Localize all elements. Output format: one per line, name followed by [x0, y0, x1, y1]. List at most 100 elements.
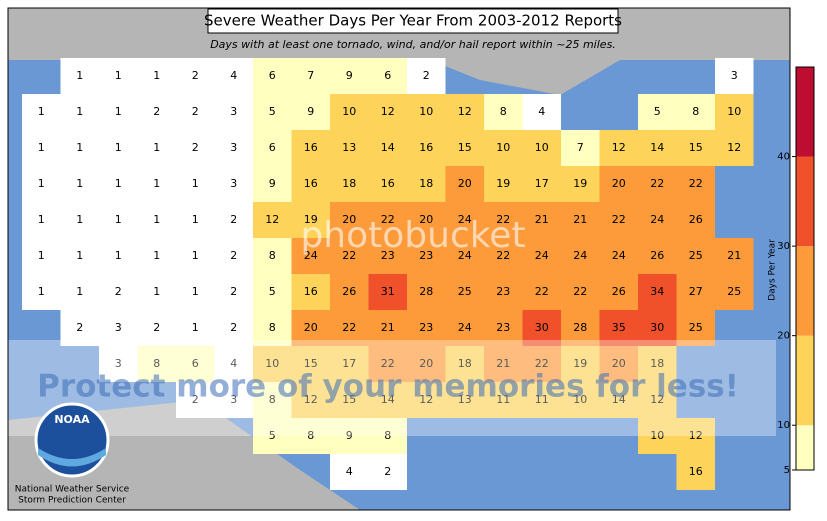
cell-value: 1	[76, 285, 83, 298]
colorbar-band	[796, 335, 814, 426]
cell-value: 3	[115, 357, 122, 370]
cell-value: 9	[269, 177, 276, 190]
cell-value: 1	[76, 105, 83, 118]
cell-value: 5	[269, 429, 276, 442]
cell	[561, 382, 600, 418]
cell	[253, 202, 292, 238]
cell	[214, 94, 253, 130]
cell-value: 8	[384, 429, 391, 442]
cell-value: 10	[265, 357, 279, 370]
cell	[253, 238, 292, 274]
cell	[176, 346, 215, 382]
cell	[368, 418, 407, 454]
cell	[407, 310, 446, 346]
cell-value: 15	[342, 393, 356, 406]
cell	[291, 94, 330, 130]
cell-value: 2	[230, 213, 237, 226]
cell	[445, 238, 484, 274]
cell-value: 26	[689, 213, 703, 226]
cell	[561, 202, 600, 238]
cell	[484, 202, 523, 238]
cell	[60, 130, 99, 166]
cell-value: 6	[269, 141, 276, 154]
cell-value: 11	[496, 393, 510, 406]
cell-value: 1	[192, 321, 199, 334]
cell-value: 28	[419, 285, 433, 298]
cell-value: 22	[342, 321, 356, 334]
colorbar-tick-label: 30	[777, 241, 790, 252]
cell	[330, 130, 369, 166]
cell-value: 9	[307, 105, 314, 118]
cell	[99, 94, 138, 130]
cell-value: 2	[230, 285, 237, 298]
cell-value: 9	[346, 429, 353, 442]
cell	[599, 274, 638, 310]
cell-value: 10	[419, 105, 433, 118]
cell-value: 23	[419, 249, 433, 262]
cell	[484, 130, 523, 166]
colorbar-tick-label: 40	[777, 152, 790, 163]
cell	[368, 58, 407, 94]
cell	[599, 238, 638, 274]
cell	[214, 58, 253, 94]
cell-value: 22	[381, 213, 395, 226]
cell	[60, 238, 99, 274]
cell	[368, 166, 407, 202]
cell	[176, 238, 215, 274]
cell-value: 1	[38, 213, 45, 226]
cell	[368, 130, 407, 166]
cell-value: 1	[115, 141, 122, 154]
cell-value: 4	[538, 105, 545, 118]
cell	[330, 454, 369, 490]
cell	[407, 238, 446, 274]
cell	[291, 202, 330, 238]
cell	[291, 310, 330, 346]
cell-value: 25	[689, 321, 703, 334]
cell-value: 1	[115, 69, 122, 82]
cell	[99, 274, 138, 310]
cell-value: 2	[384, 465, 391, 478]
cell-value: 1	[76, 249, 83, 262]
cell	[291, 238, 330, 274]
cell	[445, 130, 484, 166]
frame	[7, 7, 791, 511]
cell	[715, 58, 754, 94]
title-box	[207, 8, 619, 34]
cell-value: 14	[381, 393, 395, 406]
cell-value: 12	[689, 429, 703, 442]
cell	[60, 274, 99, 310]
cell-value: 12	[419, 393, 433, 406]
cell	[253, 58, 292, 94]
cell-value: 1	[192, 249, 199, 262]
cell-value: 18	[650, 357, 664, 370]
cell	[522, 130, 561, 166]
cell	[407, 346, 446, 382]
cell-value: 2	[76, 321, 83, 334]
cell	[561, 166, 600, 202]
cell	[522, 94, 561, 130]
cell-value: 7	[577, 141, 584, 154]
cell-value: 19	[573, 357, 587, 370]
cell	[561, 274, 600, 310]
cell	[137, 310, 176, 346]
cell-value: 10	[535, 141, 549, 154]
cell	[330, 166, 369, 202]
cell-value: 20	[304, 321, 318, 334]
cell	[407, 130, 446, 166]
noaa-logo-text: NOAA	[54, 413, 90, 426]
cell	[599, 346, 638, 382]
cell	[561, 130, 600, 166]
cell-value: 25	[458, 285, 472, 298]
cell-value: 1	[115, 177, 122, 190]
cell	[99, 310, 138, 346]
cell	[330, 238, 369, 274]
cell	[137, 202, 176, 238]
cell-value: 20	[342, 213, 356, 226]
cell-value: 24	[458, 213, 472, 226]
cell-value: 22	[535, 285, 549, 298]
cell	[291, 418, 330, 454]
cell-value: 1	[76, 141, 83, 154]
cell	[638, 274, 677, 310]
cell-value: 10	[727, 105, 741, 118]
cell-value: 1	[76, 213, 83, 226]
